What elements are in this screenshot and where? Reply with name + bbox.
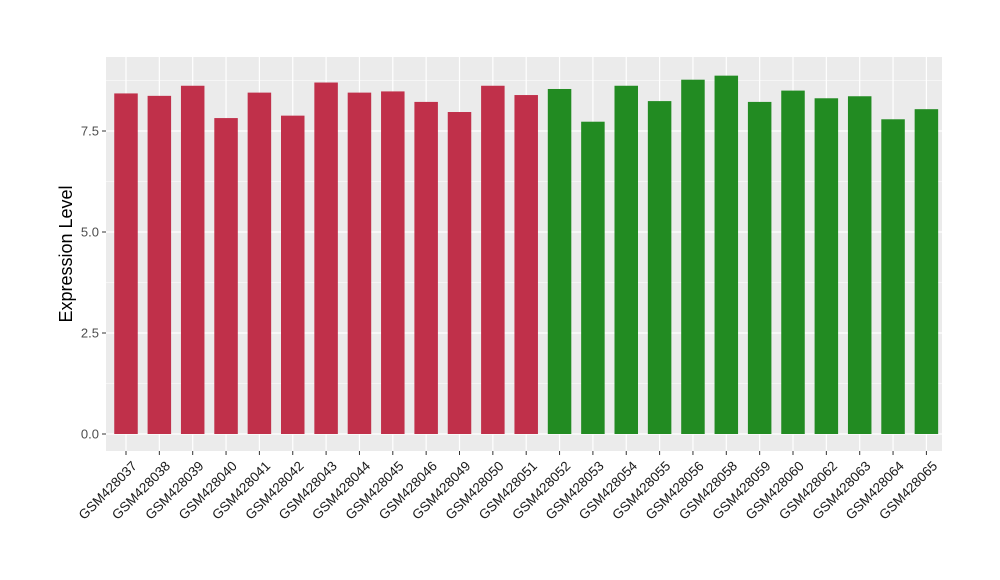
bar: [814, 98, 839, 434]
bar: [414, 101, 438, 435]
bar: [781, 90, 805, 434]
y-tick-label: 7.5: [81, 124, 99, 139]
bar: [114, 93, 138, 434]
bar: [214, 118, 238, 435]
bar: [747, 101, 772, 435]
bar: [347, 92, 372, 435]
bars: [114, 75, 939, 435]
bar: [514, 95, 538, 434]
bar: [180, 85, 205, 434]
bar: [547, 88, 572, 434]
bar: [147, 95, 172, 435]
bar: [581, 121, 605, 434]
bar: [447, 112, 472, 435]
bar: [647, 101, 672, 434]
bar: [481, 85, 505, 434]
y-tick-label: 5.0: [81, 225, 99, 240]
y-tick-label: 0.0: [81, 427, 99, 442]
bar: [881, 119, 905, 434]
bar: [914, 109, 939, 435]
bar: [281, 115, 305, 434]
bar: [381, 91, 405, 435]
bar: [847, 96, 872, 435]
y-axis-title: Expression Level: [56, 185, 76, 322]
bar: [681, 79, 705, 434]
bar: [614, 85, 638, 434]
bar: [314, 82, 338, 435]
bar: [714, 75, 739, 434]
y-axis-ticks: 0.0 2.5 5.0 7.5: [81, 124, 106, 442]
bar: [247, 92, 272, 435]
x-axis-ticks: GSM428037GSM428038GSM428039GSM428040GSM4…: [76, 451, 940, 523]
y-tick-label: 2.5: [81, 326, 99, 341]
